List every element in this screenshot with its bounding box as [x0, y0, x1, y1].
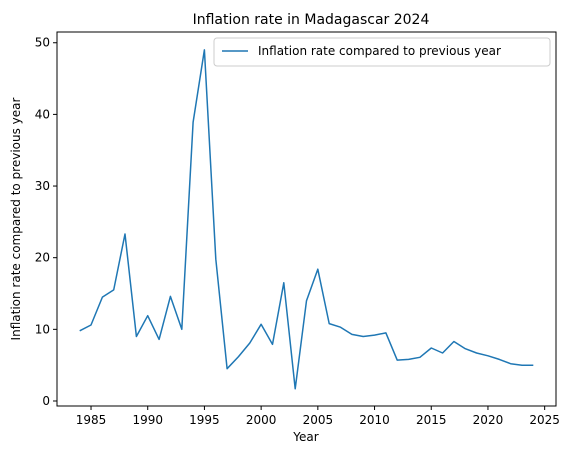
x-tick-label: 2015 [416, 413, 447, 427]
x-tick-label: 2005 [303, 413, 334, 427]
y-tick-label: 20 [35, 251, 50, 265]
y-tick-label: 40 [35, 107, 50, 121]
x-tick-label: 2025 [529, 413, 560, 427]
x-tick-label: 1985 [76, 413, 107, 427]
plot-frame [57, 32, 556, 406]
chart-title: Inflation rate in Madagascar 2024 [193, 12, 430, 28]
legend: Inflation rate compared to previous year [214, 38, 550, 66]
y-axis: 0 10 20 30 40 50 [35, 36, 57, 408]
y-axis-label: Inflation rate compared to previous year [9, 97, 23, 340]
y-tick-label: 10 [35, 322, 50, 336]
x-tick-label: 2020 [473, 413, 504, 427]
y-tick-label: 0 [42, 394, 50, 408]
x-tick-label: 1990 [132, 413, 163, 427]
x-axis: 1985 1990 1995 2000 2005 2010 2015 2020 2025 [76, 406, 560, 427]
y-tick-label: 50 [35, 36, 50, 50]
series-line-inflation-rate [80, 50, 534, 389]
x-tick-label: 2000 [246, 413, 277, 427]
x-tick-label: 2010 [359, 413, 390, 427]
legend-label: Inflation rate compared to previous year [258, 44, 501, 58]
y-tick-label: 30 [35, 179, 50, 193]
plot-area: 1985 1990 1995 2000 2005 2010 2015 2020 2025 0 10… [35, 32, 560, 427]
x-tick-label: 1995 [189, 413, 220, 427]
x-axis-label: Year [292, 430, 318, 444]
